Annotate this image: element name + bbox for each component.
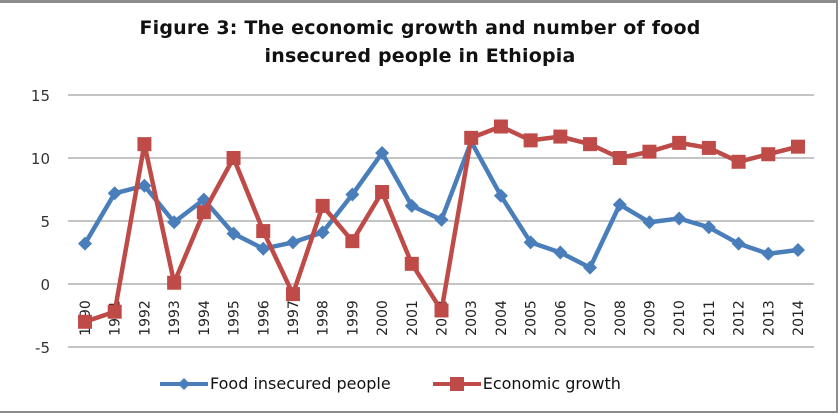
data-point-square: [672, 135, 687, 150]
x-tick-label: 2003: [464, 300, 480, 336]
x-tick-label: 1997: [286, 300, 302, 336]
legend-label-economic-growth: Economic growth: [482, 374, 621, 393]
series-lines: [78, 119, 805, 329]
data-point-diamond: [553, 245, 568, 260]
series-food-insecured: [78, 134, 805, 275]
data-point-diamond: [375, 145, 390, 160]
data-point-diamond: [612, 197, 627, 212]
x-tick-label: 2011: [702, 300, 718, 336]
data-point-diamond: [285, 235, 300, 250]
data-point-square: [642, 144, 657, 159]
x-tick-label: 2010: [672, 300, 688, 336]
data-point-square: [137, 137, 152, 152]
data-point-diamond: [107, 186, 122, 201]
data-point-square: [464, 130, 479, 145]
x-tick-label: 1998: [316, 300, 332, 336]
data-point-square: [285, 287, 300, 302]
y-tick-label: -5: [35, 339, 50, 357]
data-point-diamond: [642, 215, 657, 230]
square-marker-icon: [432, 376, 481, 391]
legend: Food insecured people Economic growth: [160, 374, 663, 393]
data-point-square: [315, 198, 330, 213]
diamond-marker-icon: [160, 377, 208, 390]
data-point-square: [226, 151, 241, 165]
x-tick-label: 2001: [405, 300, 421, 336]
legend-item-food-insecured: Food insecured people: [160, 374, 391, 393]
x-tick-label: 2009: [642, 300, 658, 336]
data-point-diamond: [315, 225, 330, 240]
data-point-square: [701, 140, 716, 155]
data-point-diamond: [256, 241, 271, 256]
data-point-diamond: [761, 246, 776, 261]
data-point-square: [345, 234, 360, 249]
data-point-square: [107, 304, 122, 319]
data-point-square: [583, 137, 598, 152]
y-tick-label: 5: [40, 213, 50, 231]
data-point-diamond: [226, 226, 241, 241]
data-point-diamond: [672, 211, 687, 226]
data-point-square: [404, 256, 419, 271]
data-point-square: [493, 119, 508, 134]
data-point-square: [523, 133, 538, 148]
x-tick-label: 1994: [197, 300, 213, 336]
data-point-diamond: [523, 235, 538, 250]
x-tick-label: 1992: [137, 300, 153, 336]
x-tick-label: 2014: [791, 300, 807, 336]
data-point-diamond: [404, 198, 419, 213]
data-point-square: [375, 185, 390, 200]
x-tick-label: 2000: [375, 300, 391, 336]
data-point-diamond: [434, 212, 449, 227]
y-axis-ticks: 15 10 5 0 -5: [31, 87, 50, 357]
y-tick-label: 10: [31, 150, 50, 168]
data-point-diamond: [701, 220, 716, 235]
data-point-diamond: [78, 236, 92, 251]
x-tick-label: 2008: [613, 300, 629, 336]
x-tick-label: 2013: [761, 300, 777, 336]
y-tick-label: 15: [31, 87, 50, 105]
x-tick-label: 2005: [524, 300, 540, 336]
data-point-square: [612, 151, 627, 165]
data-point-square: [731, 154, 746, 169]
x-tick-label: 2012: [732, 300, 748, 336]
data-point-square: [791, 139, 805, 154]
data-point-square: [761, 147, 776, 162]
data-point-diamond: [493, 188, 508, 203]
data-point-square: [256, 224, 271, 239]
data-point-diamond: [731, 236, 746, 251]
x-tick-label: 1996: [256, 300, 272, 336]
legend-item-economic-growth: Economic growth: [432, 374, 621, 393]
data-point-square: [196, 205, 211, 220]
chart-title-line-2: insecured people in Ethiopia: [264, 45, 576, 67]
data-point-square: [553, 129, 568, 144]
data-point-diamond: [137, 178, 152, 193]
x-tick-label: 2007: [583, 300, 599, 336]
x-tick-label: 2006: [553, 300, 569, 336]
series-economic-growth: [78, 119, 805, 329]
data-point-diamond: [345, 187, 360, 202]
x-tick-label: 1995: [227, 300, 243, 336]
series-line: [83, 139, 799, 270]
data-point-diamond: [167, 215, 182, 230]
x-tick-label: 1999: [345, 300, 361, 336]
data-point-diamond: [791, 242, 805, 257]
x-tick-label: 2004: [494, 300, 510, 336]
legend-label-food-insecured: Food insecured people: [210, 374, 391, 393]
data-point-square: [167, 275, 182, 290]
x-tick-label: 1993: [167, 300, 183, 336]
chart-title-line-1: Figure 3: The economic growth and number…: [139, 17, 701, 39]
y-tick-label: 0: [40, 276, 50, 294]
data-point-diamond: [583, 260, 598, 275]
data-point-square: [78, 314, 92, 329]
data-point-square: [434, 303, 449, 318]
chart-title: Figure 3: The economic growth and number…: [0, 14, 840, 70]
